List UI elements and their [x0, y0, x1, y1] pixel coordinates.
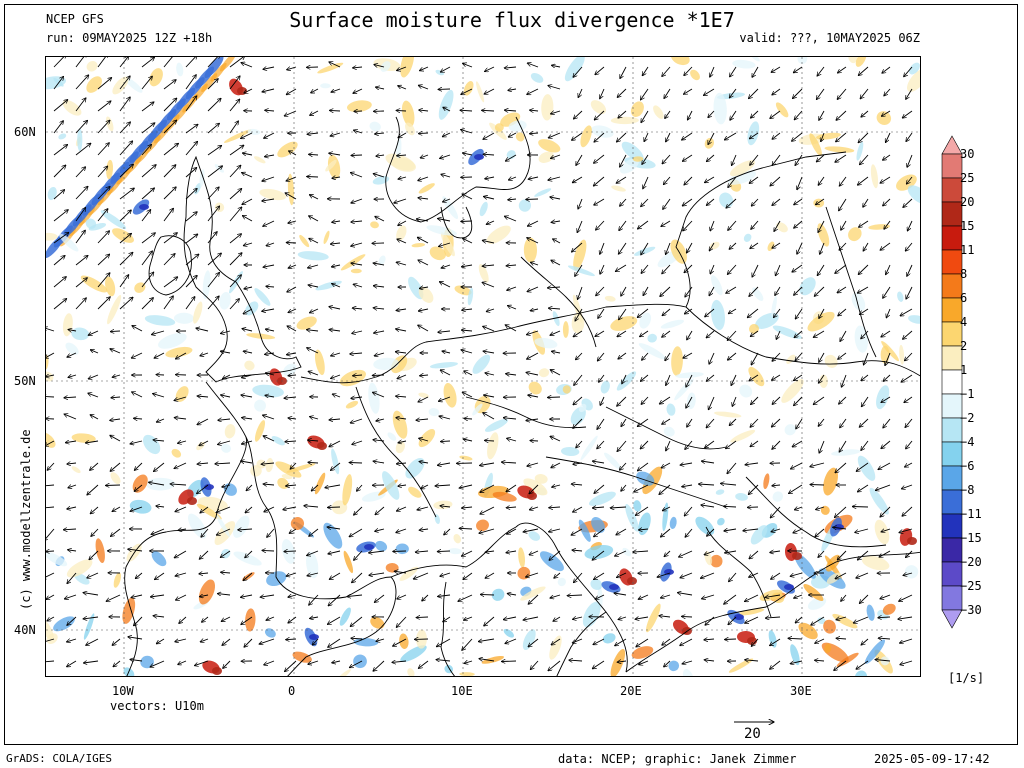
colorbar-level-label: −8	[960, 483, 975, 497]
wind-vectors	[46, 57, 913, 672]
colorbar-swatch	[941, 369, 963, 395]
colorbar-swatch	[941, 489, 963, 515]
colorbar-swatch	[941, 393, 963, 419]
colorbar-swatch	[941, 321, 963, 347]
lon-label-20e: 20E	[620, 684, 642, 698]
map-title: Surface moisture flux divergence *1E7	[289, 8, 735, 32]
colorbar-swatch	[941, 441, 963, 467]
colorbar-level-label: 20	[960, 195, 975, 209]
colorbar-swatch	[941, 537, 963, 563]
reference-vector-arrow	[734, 716, 778, 728]
colorbar-level-label: −25	[960, 579, 982, 593]
colorbar-swatch	[941, 609, 963, 629]
colorbar-level-label: −2	[960, 411, 975, 425]
model-name: NCEP GFS	[46, 12, 104, 26]
map-panel	[45, 56, 921, 677]
colorbar-swatch	[941, 201, 963, 227]
reference-vector-value: 20	[744, 726, 761, 742]
colorbar-unit: [1/s]	[948, 671, 985, 685]
lat-label-60n: 60N	[14, 125, 36, 139]
colorbar-level-label: −15	[960, 531, 982, 545]
colorbar-swatch	[941, 465, 963, 491]
colorbar-swatch	[941, 417, 963, 443]
colorbar-swatch	[941, 297, 963, 323]
timestamp: 2025-05-09-17:42	[874, 752, 990, 766]
colorbar-swatch	[941, 135, 963, 155]
colorbar-level-label: −4	[960, 435, 975, 449]
colorbar-level-label: −30	[960, 603, 982, 617]
lon-label-0: 0	[288, 684, 296, 698]
colorbar-level-label: 25	[960, 171, 975, 185]
lon-label-30e: 30E	[790, 684, 812, 698]
colorbar-level-label: 15	[960, 219, 975, 233]
lon-label-10w: 10W	[112, 684, 134, 698]
lat-label-40n: 40N	[14, 623, 36, 637]
vectors-label: vectors: U10m	[110, 699, 204, 713]
colorbar-swatch	[941, 561, 963, 587]
colorbar-level-label: −6	[960, 459, 975, 473]
colorbar-swatch	[941, 273, 963, 299]
colorbar-swatch	[941, 177, 963, 203]
lat-label-50n: 50N	[14, 374, 36, 388]
colorbar-swatch	[941, 225, 963, 251]
lon-label-10e: 10E	[451, 684, 473, 698]
data-credit: data: NCEP; graphic: Janek Zimmer	[558, 752, 797, 766]
coastlines-and-borders	[124, 116, 920, 676]
map-canvas	[46, 57, 920, 676]
colorbar	[941, 135, 963, 629]
grads-credit: GrADS: COLA/IGES	[6, 752, 112, 765]
colorbar-level-label: 1	[960, 363, 968, 377]
colorbar-level-label: 4	[960, 315, 968, 329]
colorbar-swatch	[941, 513, 963, 539]
colorbar-level-label: −1	[960, 387, 975, 401]
graticule	[46, 57, 920, 676]
colorbar-level-label: 11	[960, 243, 975, 257]
colorbar-level-label: −11	[960, 507, 982, 521]
watermark: (c) www.modellzentrale.de	[19, 429, 33, 610]
run-info: run: 09MAY2025 12Z +18h	[46, 31, 213, 45]
colorbar-level-label: −20	[960, 555, 982, 569]
colorbar-level-label: 2	[960, 339, 968, 353]
figure-frame	[4, 4, 1018, 745]
colorbar-level-label: 6	[960, 291, 968, 305]
colorbar-swatch	[941, 345, 963, 371]
colorbar-swatch	[941, 249, 963, 275]
colorbar-level-label: 30	[960, 147, 975, 161]
divergence-shading	[46, 57, 920, 676]
valid-time: valid: ???, 10MAY2025 06Z	[739, 31, 920, 45]
colorbar-swatch	[941, 585, 963, 611]
colorbar-level-label: 8	[960, 267, 968, 281]
colorbar-swatch	[941, 153, 963, 179]
